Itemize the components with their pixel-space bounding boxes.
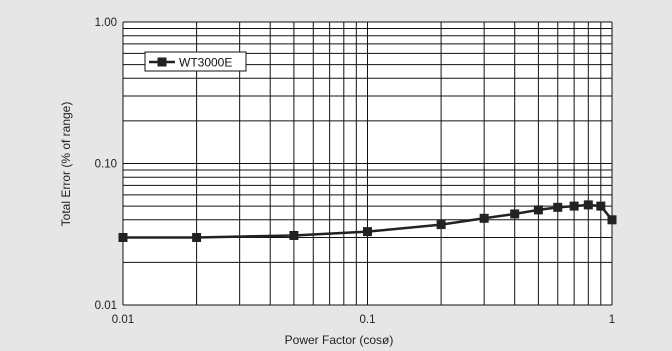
legend: WT3000E bbox=[144, 51, 247, 72]
data-point-marker bbox=[596, 201, 606, 211]
x-axis-label: Power Factor (cosø) bbox=[285, 333, 394, 347]
series-layer bbox=[118, 200, 617, 242]
data-point-marker bbox=[510, 209, 520, 219]
data-point-marker bbox=[583, 200, 593, 210]
data-point-marker bbox=[553, 202, 563, 212]
data-point-marker bbox=[569, 201, 579, 211]
y-tick-label: 0.01 bbox=[95, 300, 117, 312]
x-tick-label: 0.1 bbox=[360, 314, 376, 326]
grid bbox=[122, 21, 613, 306]
x-tick-label: 1 bbox=[609, 314, 615, 326]
data-point-marker bbox=[607, 215, 617, 225]
y-tick-label: 1.00 bbox=[95, 17, 117, 29]
legend-entry-wt3000e: WT3000E bbox=[179, 56, 232, 70]
data-point-marker bbox=[363, 227, 372, 237]
data-point-marker bbox=[118, 232, 128, 242]
y-tick-label: 0.10 bbox=[95, 159, 117, 171]
x-tick-label: 0.01 bbox=[112, 314, 134, 326]
data-point-marker bbox=[533, 205, 543, 215]
legend-box bbox=[144, 51, 247, 72]
tick-labels: 0.01 0.1 1 0.01 0.10 1.00 bbox=[95, 17, 616, 326]
data-point-marker bbox=[289, 230, 299, 240]
data-point-marker bbox=[192, 232, 202, 242]
legend-square-marker-icon bbox=[157, 57, 167, 67]
y-axis-label: Total Error (% of range) bbox=[59, 102, 73, 227]
data-point-marker bbox=[436, 220, 446, 230]
data-point-marker bbox=[479, 213, 489, 223]
